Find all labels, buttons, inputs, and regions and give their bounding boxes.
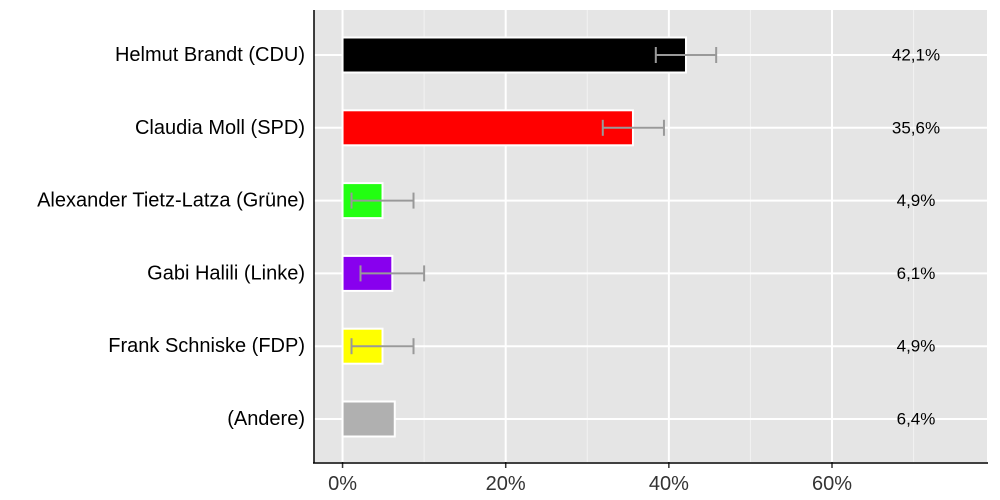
- grid-lines: [314, 10, 987, 462]
- plot-background: [314, 10, 987, 462]
- value-label: 35,6%: [892, 118, 940, 137]
- bar: [341, 109, 634, 147]
- x-tick-label: 60%: [812, 473, 852, 495]
- bar: [341, 400, 396, 438]
- category-label: Frank Schniske (FDP): [108, 335, 305, 357]
- x-tick-label: 0%: [328, 473, 357, 495]
- value-label: 4,9%: [897, 337, 936, 356]
- value-labels: 42,1% 35,6% 4,9% 6,1% 4,9% 6,4%: [892, 46, 940, 429]
- value-label: 42,1%: [892, 46, 940, 65]
- bar: [341, 36, 687, 74]
- category-label: Gabi Halili (Linke): [147, 262, 305, 284]
- category-label: (Andere): [227, 408, 305, 430]
- x-tick-label: 40%: [649, 473, 689, 495]
- category-label: Alexander Tietz-Latza (Grüne): [37, 190, 305, 212]
- category-labels: Helmut Brandt (CDU) Claudia Moll (SPD) Ale…: [37, 44, 305, 430]
- value-label: 6,4%: [897, 410, 936, 429]
- category-label: Claudia Moll (SPD): [135, 117, 305, 139]
- error-bars: [350, 47, 718, 355]
- value-label: 6,1%: [897, 264, 936, 283]
- x-tick-label: 20%: [486, 473, 526, 495]
- x-axis-ticks: 0% 20% 40% 60%: [328, 462, 852, 495]
- value-label: 4,9%: [897, 191, 936, 210]
- category-label: Helmut Brandt (CDU): [115, 44, 305, 66]
